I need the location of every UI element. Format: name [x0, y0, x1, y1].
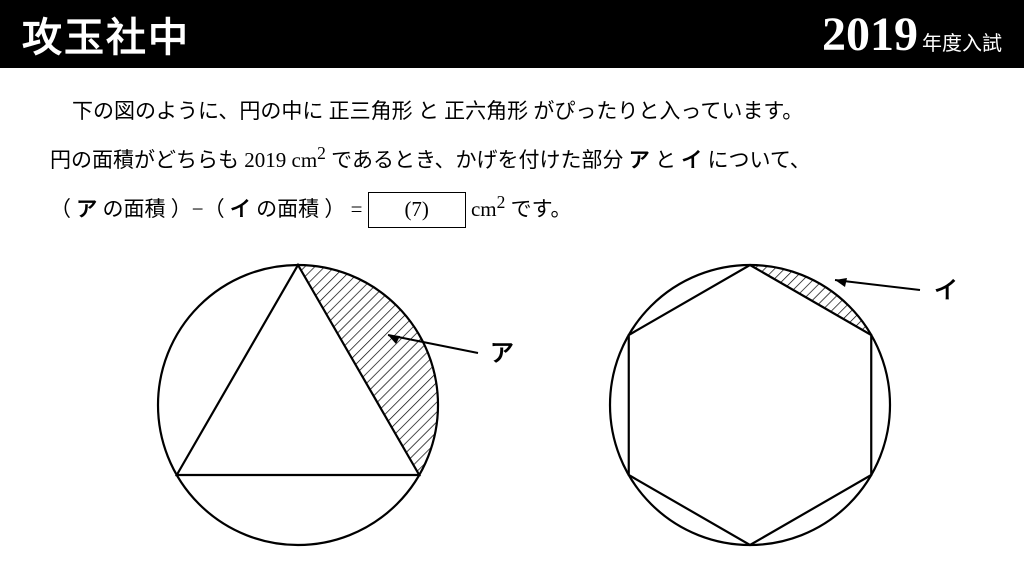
label-i: イ [230, 197, 251, 221]
label-a: ア [629, 148, 650, 172]
text: の面積 ） = [251, 197, 368, 221]
text: cm [466, 197, 497, 221]
text: と [650, 148, 682, 172]
year-group: 2019 年度入試 [822, 7, 1002, 62]
shaded-region-a [298, 265, 438, 475]
callout-line-i [835, 280, 920, 290]
callout-label-i: イ [934, 277, 958, 304]
answer-blank: (7) [368, 192, 466, 228]
page-header: 攻玉社中 2019 年度入試 [0, 0, 1024, 68]
text: であるとき、かげを付けた部分 [326, 148, 629, 172]
text: 下の図のように、円の中に 正三角形 と 正六角形 がぴったりと入っています。 [72, 99, 803, 123]
exam-year: 2019 [822, 7, 918, 62]
text: について、 [702, 148, 811, 172]
problem-body: 下の図のように、円の中に 正三角形 と 正六角形 がぴったりと入っています。 円… [0, 68, 1024, 575]
text: です。 [505, 197, 571, 221]
school-name: 攻玉社中 [22, 5, 190, 63]
diagram-area: ア イ [50, 245, 988, 565]
text: の面積 ）−（ [97, 197, 230, 221]
diagram-hexagon: イ [590, 245, 1010, 565]
label-a: ア [76, 197, 97, 221]
exam-year-label: 年度入試 [922, 27, 1002, 56]
problem-line-1: 下の図のように、円の中に 正三角形 と 正六角形 がぴったりと入っています。 [72, 88, 988, 134]
callout-label-a: ア [490, 340, 514, 367]
text: （ [50, 197, 76, 221]
text: 円の面積がどちらも 2019 cm [50, 148, 317, 172]
label-i: イ [681, 148, 702, 172]
problem-line-3: （ ア の面積 ）−（ イ の面積 ） = (7) cm2 です。 [50, 183, 988, 232]
problem-line-2: 円の面積がどちらも 2019 cm2 であるとき、かげを付けた部分 ア と イ … [50, 134, 988, 183]
diagram-triangle: ア [138, 245, 558, 565]
superscript: 2 [317, 143, 326, 163]
